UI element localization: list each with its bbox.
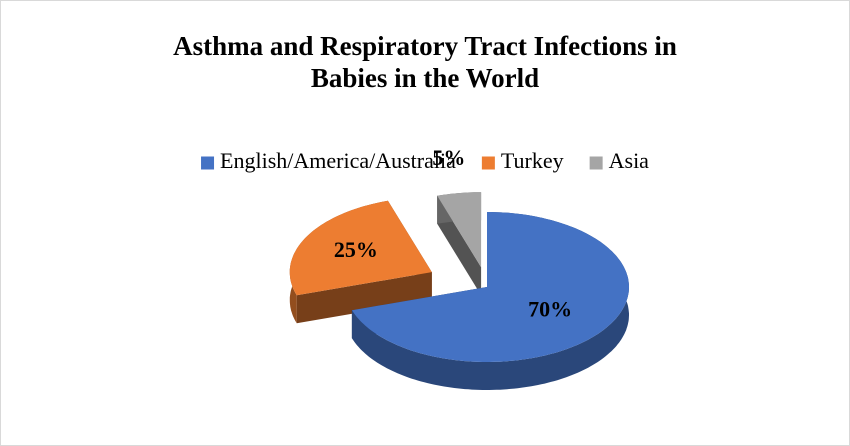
chart-title: Asthma and Respiratory Tract Infections … bbox=[173, 31, 677, 93]
legend-swatch bbox=[201, 156, 215, 170]
slice bbox=[289, 200, 432, 324]
data-label: 25% bbox=[334, 237, 378, 262]
slice-top bbox=[351, 212, 629, 362]
legend-label: English/America/Australia bbox=[220, 148, 456, 173]
data-label: 70% bbox=[528, 296, 572, 321]
pie bbox=[289, 192, 629, 390]
slice bbox=[437, 192, 482, 296]
slice-top bbox=[437, 192, 482, 268]
slice-wall bbox=[296, 272, 432, 324]
legend-swatch bbox=[481, 156, 495, 170]
title-box: Asthma and Respiratory Tract Infections … bbox=[0, 30, 850, 94]
slice-top bbox=[289, 200, 432, 296]
legend-label: Asia bbox=[609, 148, 650, 173]
legend-label: Turkey bbox=[501, 148, 564, 173]
data-label: 5% bbox=[432, 145, 465, 170]
slice bbox=[351, 212, 629, 390]
legend-swatch bbox=[589, 156, 603, 170]
